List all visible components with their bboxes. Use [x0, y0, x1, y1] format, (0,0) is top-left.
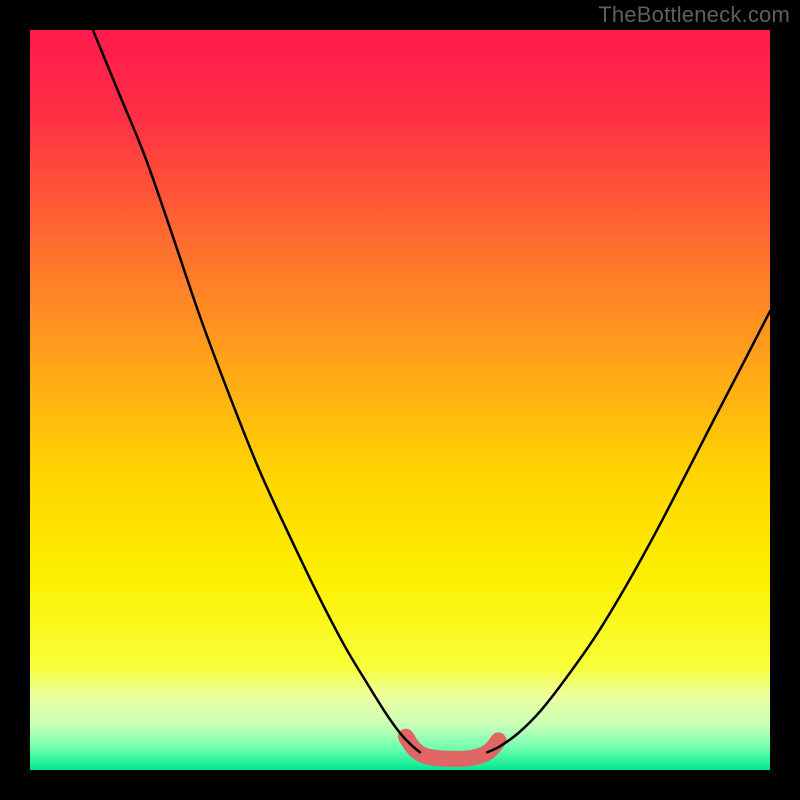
- chart-container: TheBottleneck.com: [0, 0, 800, 800]
- plot-background: [30, 30, 770, 770]
- plot-svg: [0, 0, 800, 800]
- watermark-text: TheBottleneck.com: [598, 2, 790, 28]
